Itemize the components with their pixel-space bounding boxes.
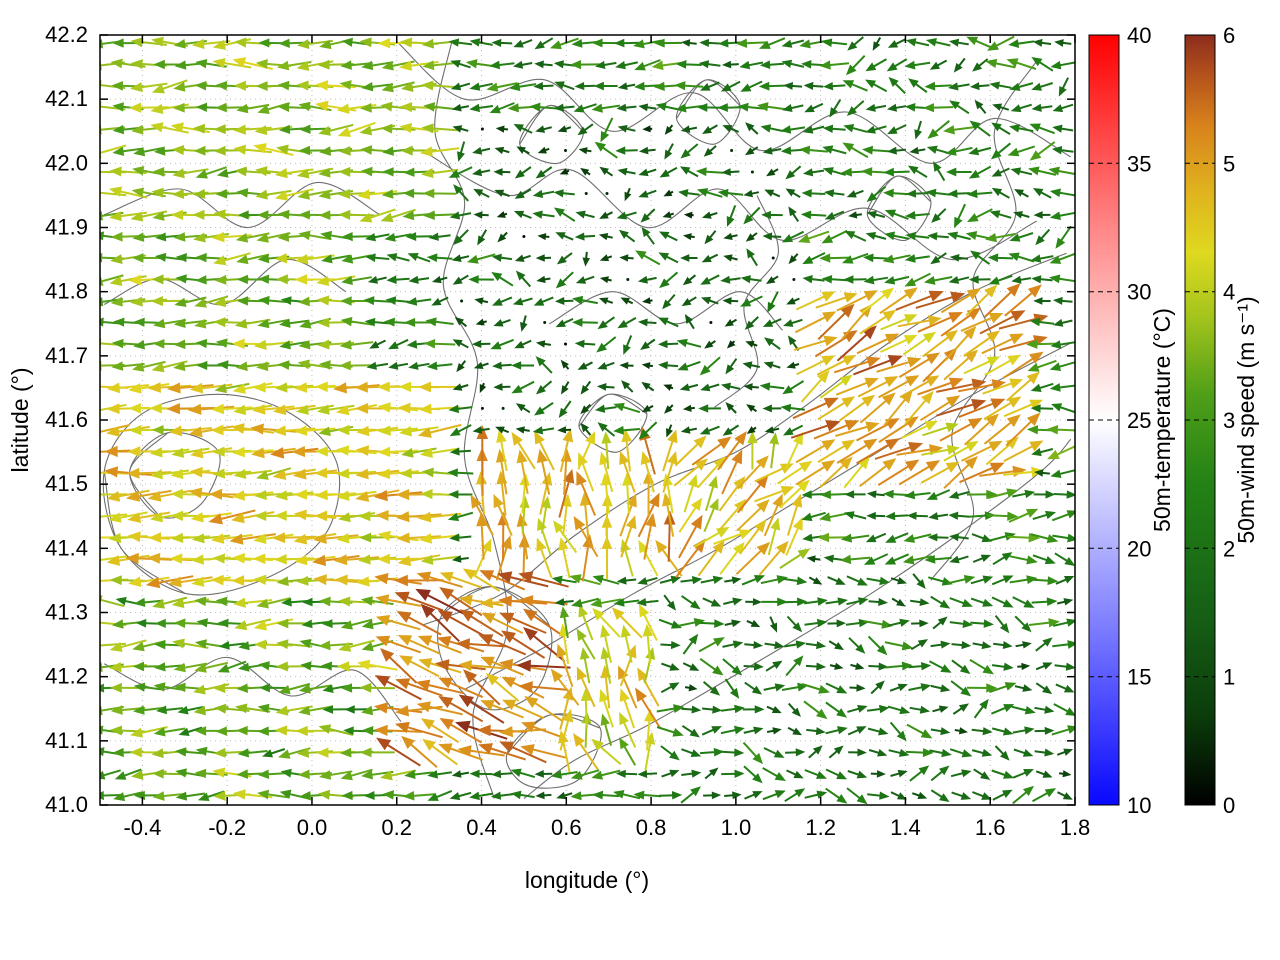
x-tick-label: 0.8 xyxy=(636,815,667,840)
temperature-colorbar-tick-dashes xyxy=(1089,162,1119,678)
y-tick-label: 42.2 xyxy=(45,22,88,47)
y-tick-label: 42.0 xyxy=(45,150,88,175)
y-tick-label: 41.5 xyxy=(45,471,88,496)
x-axis-label: longitude (°) xyxy=(525,867,649,893)
y-tick-label: 41.4 xyxy=(45,535,88,560)
windspeed-tick-label: 3 xyxy=(1223,408,1235,433)
temperature-tick-label: 35 xyxy=(1127,151,1151,176)
temperature-tick-label: 25 xyxy=(1127,408,1151,433)
x-tick-label: 1.8 xyxy=(1060,815,1091,840)
x-tick-label: -0.4 xyxy=(123,815,161,840)
x-tick-label: 1.4 xyxy=(890,815,921,840)
x-tick-label: 1.0 xyxy=(721,815,752,840)
y-tick-label: 41.2 xyxy=(45,664,88,689)
temperature-tick-label: 20 xyxy=(1127,536,1151,561)
windspeed-colorbar-border xyxy=(1184,34,1216,806)
windspeed-colorbar-tick-labels: 0 1 2 3 4 5 6 xyxy=(1223,23,1235,818)
temperature-tick-label: 40 xyxy=(1127,23,1151,48)
windspeed-tick-label: 6 xyxy=(1223,23,1235,48)
windspeed-tick-label: 1 xyxy=(1223,665,1235,690)
temperature-tick-label: 10 xyxy=(1127,793,1151,818)
temperature-colorbar-label: 50m-temperature (°C) xyxy=(1149,308,1175,532)
axis-ticks xyxy=(100,34,1076,806)
windspeed-colorbar-tick-dashes xyxy=(1185,162,1215,678)
windspeed-tick-label: 4 xyxy=(1223,280,1235,305)
y-tick-label: 42.1 xyxy=(45,86,88,111)
temperature-tick-label: 15 xyxy=(1127,665,1151,690)
x-tick-label: -0.2 xyxy=(208,815,246,840)
x-tick-label: 1.2 xyxy=(805,815,836,840)
y-tick-label: 41.6 xyxy=(45,407,88,432)
y-tick-labels: 41.0 41.1 41.2 41.3 41.4 41.5 41.6 41.7 41.8 41.9… xyxy=(45,22,88,817)
x-tick-labels: -0.4 -0.2 0.0 0.2 0.4 0.6 0.8 1.0 1.2 1.4 1.6 1.8 xyxy=(123,815,1090,840)
y-tick-label: 41.7 xyxy=(45,343,88,368)
y-tick-label: 41.8 xyxy=(45,279,88,304)
windspeed-tick-label: 5 xyxy=(1223,151,1235,176)
x-tick-label: 0.4 xyxy=(466,815,497,840)
temperature-colorbar-border xyxy=(1088,34,1120,806)
x-tick-label: 0.2 xyxy=(381,815,412,840)
temperature-tick-label: 30 xyxy=(1127,280,1151,305)
x-tick-label: 0.6 xyxy=(551,815,582,840)
wind-vectors xyxy=(100,35,1075,805)
y-axis-label: latitude (°) xyxy=(7,367,33,472)
x-tick-label: 1.6 xyxy=(975,815,1006,840)
y-tick-label: 41.9 xyxy=(45,215,88,240)
x-tick-label: 0.0 xyxy=(297,815,328,840)
windspeed-colorbar-label: 50m-wind speed (m s⁻¹) xyxy=(1233,296,1259,543)
windspeed-tick-label: 0 xyxy=(1223,793,1235,818)
y-tick-label: 41.1 xyxy=(45,728,88,753)
y-tick-label: 41.3 xyxy=(45,600,88,625)
temperature-colorbar-tick-labels: 10 15 20 25 30 35 40 xyxy=(1127,23,1151,818)
windspeed-tick-label: 2 xyxy=(1223,536,1235,561)
y-tick-label: 41.0 xyxy=(45,792,88,817)
